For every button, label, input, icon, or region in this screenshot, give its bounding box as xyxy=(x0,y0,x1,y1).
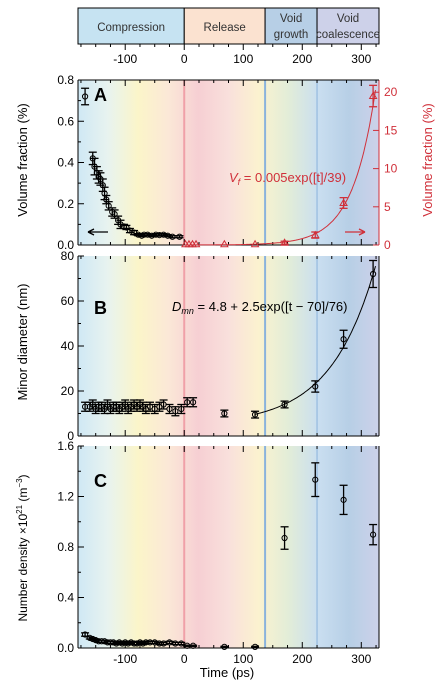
phase-tick-label: -100 xyxy=(113,52,137,66)
data-point xyxy=(172,408,179,415)
y2-tick-label: 20 xyxy=(384,85,398,99)
data-point xyxy=(189,399,197,406)
data-point xyxy=(189,642,197,649)
data-point xyxy=(310,230,320,239)
data-point xyxy=(368,91,378,100)
panel-c: -100 0 100 200 300 0.0 0.4 0.8 1.2 1.6 xyxy=(57,439,380,666)
data-point xyxy=(184,399,191,406)
data-point xyxy=(81,631,89,638)
phase-tick-label: 200 xyxy=(292,52,312,66)
x-tick-label: 100 xyxy=(233,652,253,666)
panel-a: 0.0 0.2 0.4 0.6 0.8 0 5 10 15 20 xyxy=(57,73,397,252)
y-tick-label: 20 xyxy=(61,384,75,398)
phase-box-3 xyxy=(316,7,380,45)
y-tick-label: 0.0 xyxy=(57,641,74,655)
y-tick-label: 0.4 xyxy=(57,591,74,605)
y-tick-label: 0.4 xyxy=(57,156,74,170)
panel-background xyxy=(78,446,379,648)
data-point xyxy=(178,640,185,647)
phase-tick-label: 300 xyxy=(351,52,371,66)
phase-label-0-0: Compression xyxy=(97,22,165,34)
data-point xyxy=(281,534,288,542)
y2-tick-label: 5 xyxy=(384,200,391,214)
y-tick-label: 80 xyxy=(61,249,75,263)
y-tick-label: 0.6 xyxy=(57,114,74,128)
left-axis-arrow xyxy=(87,228,108,236)
phase-label-1-0: Release xyxy=(204,22,246,34)
panel-a-fit-label: Vf = 0.005exp([t]/39) xyxy=(229,170,346,187)
panel-a-letter: A xyxy=(94,85,107,105)
data-point xyxy=(166,405,173,413)
panel-background xyxy=(78,80,379,245)
y-tick-label: 0.8 xyxy=(57,540,74,554)
data-point xyxy=(178,405,185,413)
data-point xyxy=(123,224,130,231)
phase-label-3-1: coalescence xyxy=(316,29,380,41)
data-point xyxy=(172,640,179,647)
data-point xyxy=(251,643,259,650)
data-point xyxy=(339,198,348,206)
panel-a-y2label: Volume fraction (%) xyxy=(420,103,435,216)
data-point xyxy=(251,411,259,418)
data-point xyxy=(280,238,289,246)
x-axis-label: Time (ps) xyxy=(200,665,254,680)
phase-tick-label: 0 xyxy=(181,52,188,66)
panel-b-letter: B xyxy=(94,298,107,318)
phase-box-0 xyxy=(77,7,185,45)
phase-label-2-0: Void xyxy=(280,13,302,25)
panel-b-ylabel: Minor diameter (nm) xyxy=(15,283,30,400)
y-tick-label: 0.0 xyxy=(57,238,74,252)
phase-header: Compression Release Void growth Void coalesce… xyxy=(77,7,380,45)
phase-axis-ticks: -100 0 100 200 300 xyxy=(78,43,379,66)
data-point xyxy=(281,401,288,408)
y-tick-label: 40 xyxy=(61,339,75,353)
x-tick-label: 300 xyxy=(351,652,371,666)
y-tick-label: 0.8 xyxy=(57,73,74,87)
data-point xyxy=(219,239,229,248)
data-point xyxy=(221,410,228,417)
data-point xyxy=(369,270,377,278)
data-point xyxy=(340,336,347,343)
data-point xyxy=(250,239,260,248)
y-tick-label: 0 xyxy=(67,429,74,443)
y-tick-label: 1.2 xyxy=(57,490,74,504)
data-point xyxy=(312,476,319,483)
y-tick-label: 1.6 xyxy=(57,439,74,453)
panel-b-fit-label: Dmn = 4.8 + 2.5exp([t − 70]/76) xyxy=(172,299,347,316)
panel-c-ylabel: Number density ×1021 (m−3) xyxy=(15,474,30,621)
phase-label-3-0: Void xyxy=(337,13,359,25)
data-point xyxy=(156,640,163,647)
data-point xyxy=(191,239,201,248)
data-point xyxy=(142,639,149,646)
x-tick-label: -100 xyxy=(113,652,137,666)
data-point xyxy=(141,231,148,238)
panel-a-ylabel: Volume fraction (%) xyxy=(15,103,30,216)
panel-b: 0 20 40 60 80 xyxy=(61,249,380,443)
y2-tick-label: 0 xyxy=(384,238,391,252)
panel-c-letter: C xyxy=(94,471,107,491)
y2-tick-label: 10 xyxy=(384,162,398,176)
x-tick-label: 200 xyxy=(292,652,312,666)
y-tick-label: 60 xyxy=(61,294,75,308)
data-point xyxy=(176,233,183,240)
data-point xyxy=(312,383,319,390)
phase-tick-label: 100 xyxy=(233,52,253,66)
y2-tick-label: 15 xyxy=(384,123,398,137)
right-axis-arrow xyxy=(345,228,366,236)
phase-label-2-1: growth xyxy=(274,29,309,41)
data-point xyxy=(340,496,347,503)
phase-box-1 xyxy=(183,7,266,45)
data-point xyxy=(369,531,377,538)
y-tick-label: 0.2 xyxy=(57,197,74,211)
data-point xyxy=(81,93,89,100)
data-point xyxy=(169,233,176,240)
data-point xyxy=(221,643,228,650)
x-tick-label: 0 xyxy=(181,652,188,666)
